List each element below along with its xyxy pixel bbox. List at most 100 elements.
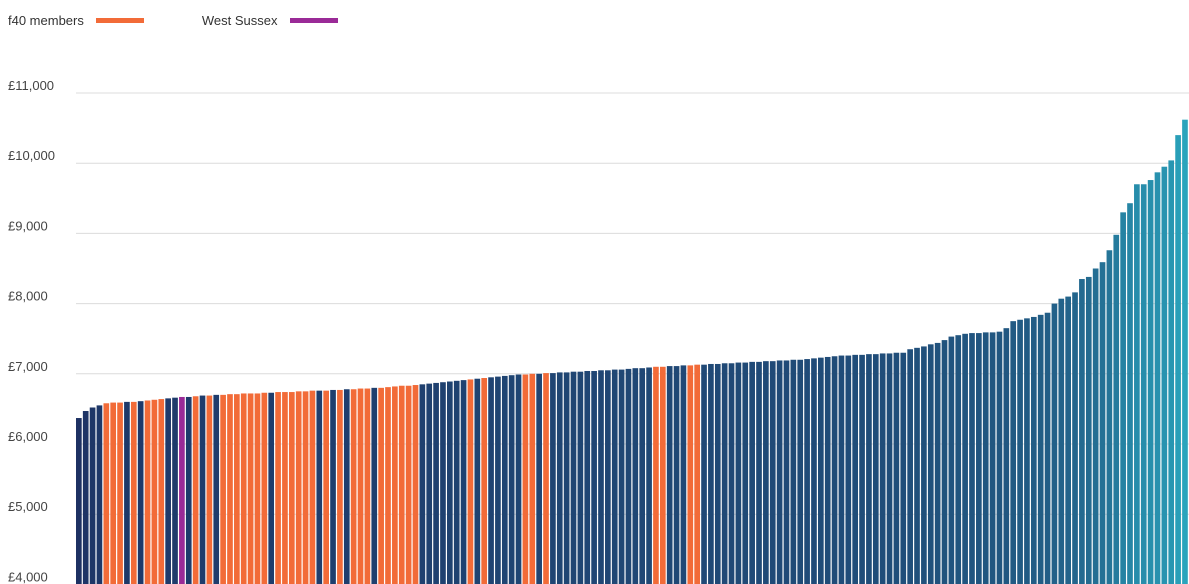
bar: [488, 377, 494, 584]
bar: [618, 369, 625, 584]
bar: [605, 370, 611, 584]
bar: [1051, 303, 1058, 584]
bar-f40-member: [337, 389, 343, 584]
y-tick-label: £8,000: [8, 289, 48, 304]
bar: [763, 361, 769, 584]
bar: [185, 396, 192, 584]
bar: [1085, 276, 1092, 584]
bar-f40-member: [392, 386, 398, 584]
bar: [941, 340, 948, 584]
bar: [419, 384, 426, 584]
bar: [1182, 119, 1188, 584]
bar: [591, 370, 597, 584]
bar: [1140, 184, 1147, 584]
bar-f40-member: [234, 394, 240, 584]
bar-f40-member: [522, 374, 529, 584]
bar: [598, 370, 604, 584]
bar: [495, 376, 501, 584]
bar: [955, 335, 962, 584]
bar: [838, 355, 845, 584]
y-axis-tick-labels: £11,000 £10,000 £9,000 £8,000 £7,000 £6,000 £5…: [8, 78, 55, 584]
bar-f40-member: [103, 403, 110, 584]
legend-swatch-west-sussex: [289, 17, 338, 23]
bar-f40-member: [323, 390, 329, 584]
bar-f40-member: [378, 387, 384, 584]
bar: [89, 407, 96, 584]
bar: [1154, 172, 1161, 584]
bar: [872, 354, 879, 584]
bar: [1065, 296, 1071, 584]
bar: [982, 332, 989, 584]
bar: [701, 364, 707, 584]
bar: [680, 365, 687, 584]
bar: [969, 333, 975, 584]
bar: [639, 368, 646, 584]
bar-f40-member: [247, 393, 254, 584]
bar: [783, 360, 790, 584]
y-tick-label: £11,000: [8, 78, 54, 93]
bar: [721, 363, 728, 584]
y-tick-label: £9,000: [8, 218, 48, 233]
bar: [199, 395, 206, 584]
bar: [1147, 180, 1154, 584]
bar: [859, 354, 865, 584]
bar-f40-member: [206, 395, 213, 584]
bar-f40-member: [481, 378, 488, 584]
y-tick-label: £4,000: [8, 569, 48, 584]
bar-f40-member: [302, 391, 309, 584]
bar: [172, 397, 178, 584]
bar-f40-member: [694, 364, 700, 584]
bar-f40-member: [309, 390, 316, 584]
bar: [371, 387, 378, 584]
y-tick-label: £10,000: [8, 148, 55, 163]
bar-f40-member: [653, 366, 659, 584]
bar: [769, 361, 776, 584]
bar: [1175, 135, 1181, 584]
bar-f40-member: [687, 365, 694, 584]
bar-f40-member: [144, 400, 151, 584]
bar: [1099, 262, 1106, 584]
bar: [316, 390, 323, 584]
bar: [1010, 321, 1017, 584]
bar: [611, 369, 618, 584]
bar: [831, 356, 838, 584]
bar: [845, 355, 852, 584]
bar-f40-member: [220, 394, 226, 584]
bar-f40-member: [543, 373, 549, 584]
bar: [914, 347, 920, 584]
bar-f40-member: [275, 392, 281, 584]
bar: [474, 378, 481, 584]
bar: [852, 354, 859, 584]
bar: [577, 371, 584, 584]
bar: [962, 333, 968, 584]
bar: [790, 359, 797, 584]
bar-f40-member: [295, 391, 302, 584]
bar: [1120, 212, 1126, 584]
bar-f40-member: [405, 385, 412, 584]
bar: [927, 344, 934, 584]
bar: [76, 418, 82, 584]
bar: [811, 358, 817, 584]
bar: [536, 373, 542, 584]
bar-f40-member: [192, 396, 199, 584]
bar: [1079, 279, 1085, 584]
bar: [989, 332, 996, 584]
bar-f40-member: [350, 389, 357, 584]
bar: [714, 363, 721, 584]
bar-f40-member: [130, 401, 137, 584]
bar: [330, 389, 336, 584]
bar: [921, 346, 927, 584]
bar: [708, 363, 714, 584]
bar: [804, 359, 810, 584]
bar: [1058, 298, 1065, 584]
bar: [1092, 268, 1099, 584]
legend-item-west-sussex: West Sussex: [202, 13, 338, 28]
bar: [818, 357, 824, 584]
bar: [824, 356, 831, 584]
bar: [673, 366, 680, 584]
bar: [213, 394, 220, 584]
bar: [165, 398, 171, 584]
bar: [82, 411, 89, 584]
bar: [447, 381, 453, 584]
